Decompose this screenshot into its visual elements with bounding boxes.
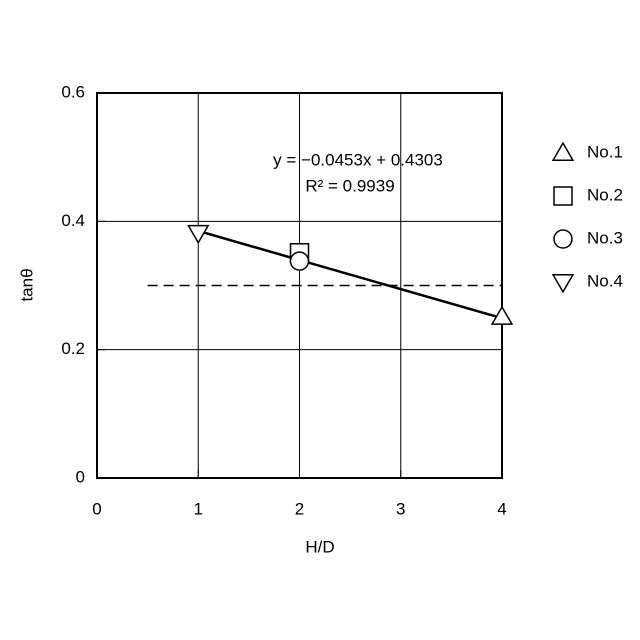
y-tick-label: 0 <box>76 467 85 486</box>
legend-label: No.3 <box>587 228 623 247</box>
y-axis-label: tanθ <box>17 268 36 301</box>
y-tick-label: 0.6 <box>61 82 85 101</box>
equation: y = −0.0453x + 0.4303 <box>273 150 443 169</box>
legend-marker <box>554 230 572 248</box>
x-tick-label: 2 <box>295 499 304 518</box>
x-tick-label: 3 <box>396 499 405 518</box>
legend-marker <box>554 187 572 205</box>
x-axis-label: H/D <box>305 537 334 556</box>
x-tick-label: 4 <box>497 499 506 518</box>
legend-label: No.1 <box>587 142 623 161</box>
y-tick-label: 0.4 <box>61 211 85 230</box>
x-tick-label: 1 <box>194 499 203 518</box>
r-squared: R² = 0.9939 <box>305 176 394 195</box>
marker <box>291 252 309 270</box>
x-tick-label: 0 <box>92 499 101 518</box>
legend-label: No.2 <box>587 185 623 204</box>
legend-label: No.4 <box>587 271 623 290</box>
y-tick-label: 0.2 <box>61 339 85 358</box>
